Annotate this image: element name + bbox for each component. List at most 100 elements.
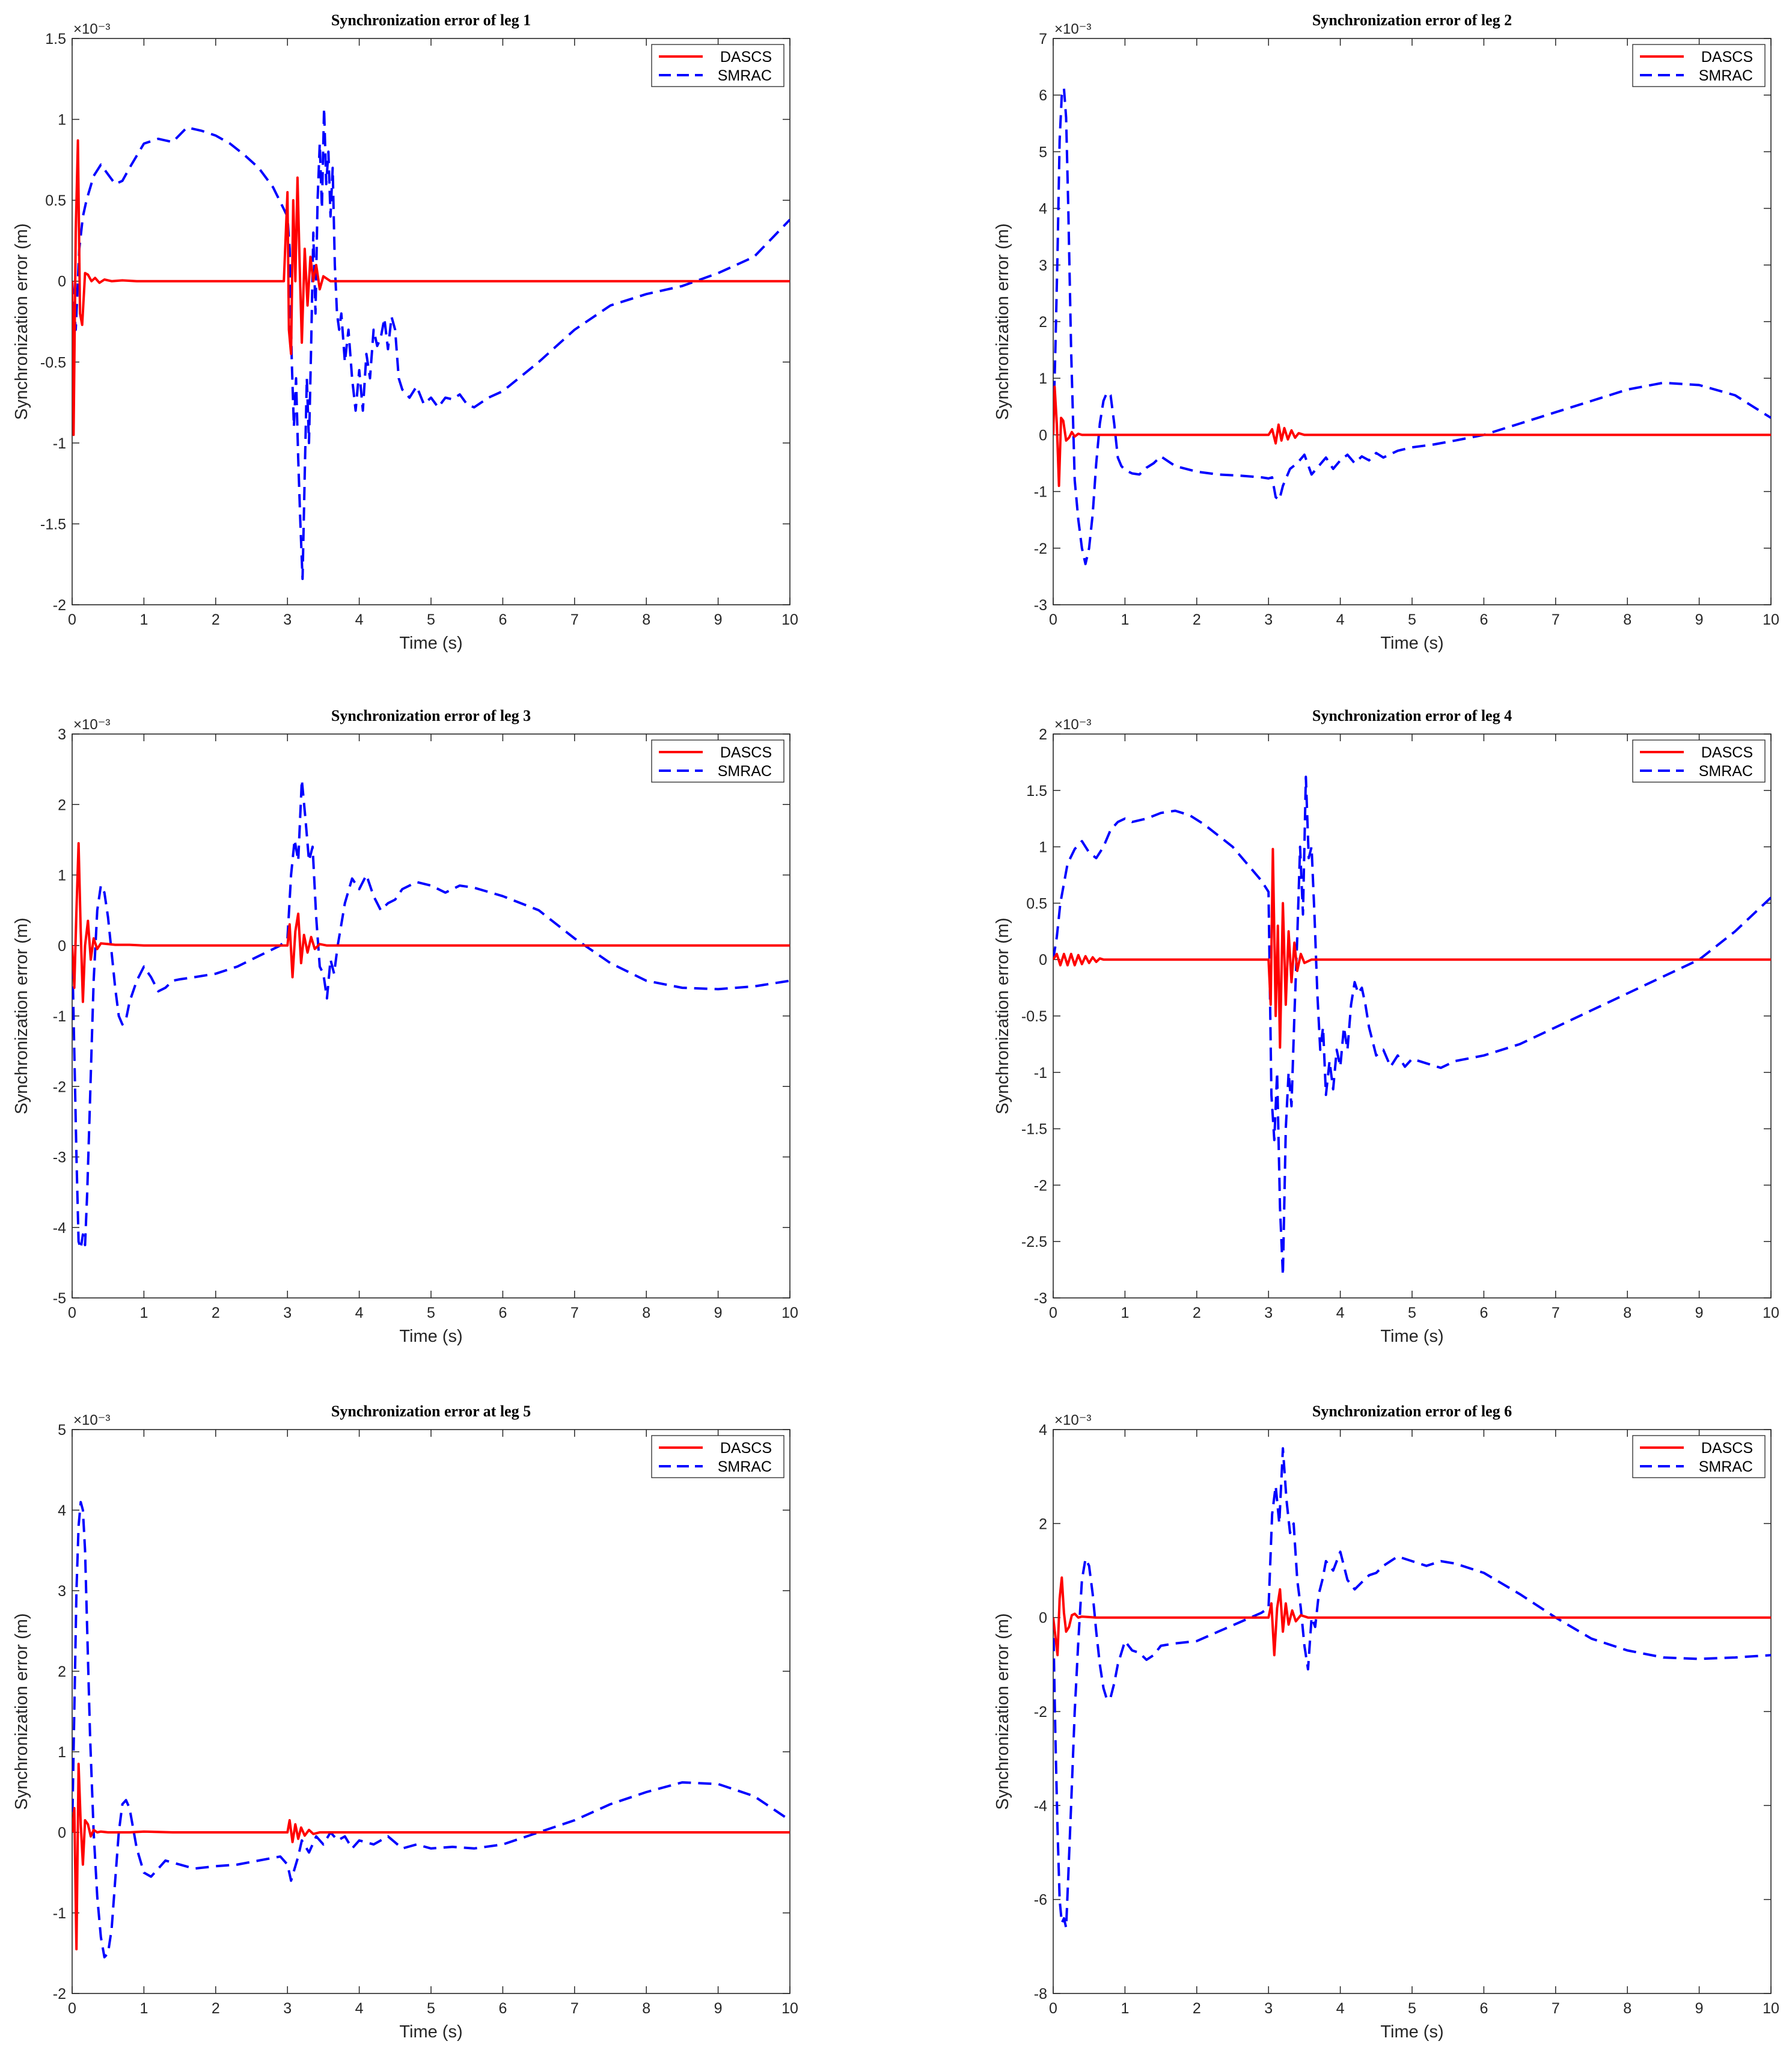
x-tick-label: 9	[714, 2000, 723, 2017]
y-axis-label: Synchronization error (m)	[993, 1613, 1012, 1810]
y-exponent-label: ×10⁻³	[73, 21, 110, 37]
series-line-smrac	[72, 1501, 790, 1959]
y-tick-label: 0	[1039, 427, 1047, 444]
y-tick-label: 0.5	[45, 192, 66, 209]
axes-box	[1053, 1429, 1772, 1994]
y-tick-label: -1	[53, 435, 66, 452]
y-tick-label: 4	[1039, 201, 1047, 218]
y-tick-label: 2	[1039, 726, 1047, 743]
y-tick-label: 2	[58, 1663, 66, 1680]
legend-box	[651, 1435, 784, 1478]
subplot-3: 0 1 2 3 4 5 6 7 8 9 10 -5 -4 -3 -2 -1 0 1 2 3 ×10⁻³ Synchroni…	[12, 707, 798, 1346]
x-tick-label: 8	[642, 611, 650, 628]
y-tick-label: 4	[58, 1502, 66, 1519]
legend-label-smrac: SMRAC	[718, 763, 772, 780]
x-tick-label: 2	[212, 611, 220, 628]
legend-box	[1632, 739, 1766, 783]
y-axis-label: Synchronization error (m)	[993, 223, 1012, 420]
x-tick-label: 4	[355, 1305, 364, 1321]
x-tick-label: 6	[1479, 611, 1488, 628]
y-tick-label: 4	[1039, 1422, 1047, 1439]
x-tick-label: 10	[1763, 611, 1779, 628]
x-tick-label: 6	[1479, 2000, 1488, 2017]
subplot-4: 0 1 2 3 4 5 6 7 8 9 10 -3 -2.5 -2 -1.5 -1 -0.5 0 0.5 1 1.5 2 ×…	[993, 707, 1779, 1346]
y-tick-label: -0.5	[1021, 1008, 1047, 1025]
x-tick-label: 8	[1623, 2000, 1631, 2017]
y-tick-label: -8	[1034, 1986, 1047, 2002]
x-axis-label: Time (s)	[399, 2022, 462, 2042]
x-tick-label: 0	[1049, 1305, 1057, 1321]
x-tick-label: 7	[570, 2000, 579, 2017]
y-tick-label: -5	[53, 1290, 66, 1307]
x-tick-label: 0	[1049, 611, 1057, 628]
legend-label-smrac: SMRAC	[718, 67, 772, 84]
legend-label-smrac: SMRAC	[1699, 1458, 1753, 1475]
axes-box	[1053, 38, 1772, 605]
y-tick-label: 3	[58, 1583, 66, 1600]
x-tick-label: 4	[355, 611, 364, 628]
y-tick-label: 1	[1039, 370, 1047, 387]
x-tick-label: 6	[498, 611, 507, 628]
x-tick-label: 8	[1623, 1305, 1631, 1321]
x-tick-label: 6	[1479, 1305, 1488, 1321]
y-tick-label: -3	[1034, 597, 1047, 614]
y-tick-label: -2	[1034, 1704, 1047, 1721]
series-line-dascs	[1053, 848, 1771, 1049]
legend-box	[651, 44, 784, 87]
x-tick-label: 7	[570, 1305, 579, 1321]
series-line-smrac	[1053, 1447, 1771, 1929]
axes-box	[72, 1429, 790, 1994]
x-tick-label: 5	[1408, 2000, 1416, 2017]
x-tick-label: 1	[139, 611, 148, 628]
x-tick-label: 7	[1552, 611, 1560, 628]
legend-label-dascs: DASCS	[720, 1440, 772, 1457]
x-tick-label: 10	[1763, 2000, 1779, 2017]
y-tick-label: 1.5	[45, 31, 66, 47]
x-tick-label: 8	[1623, 611, 1631, 628]
y-tick-label: 0	[58, 938, 66, 955]
x-tick-label: 3	[283, 611, 292, 628]
y-tick-label: -1	[1034, 484, 1047, 501]
y-axis-label: Synchronization error (m)	[993, 917, 1012, 1114]
x-tick-label: 7	[1552, 1305, 1560, 1321]
y-tick-label: -2	[1034, 540, 1047, 557]
x-axis-label: Time (s)	[1380, 634, 1443, 653]
y-tick-label: 3	[58, 726, 66, 743]
y-tick-label: -3	[53, 1149, 66, 1166]
series-line-dascs	[72, 1763, 790, 1951]
x-tick-label: 3	[1264, 2000, 1273, 2017]
y-tick-label: 7	[1039, 31, 1047, 47]
y-tick-label: 2	[58, 797, 66, 813]
axes-box	[72, 38, 790, 605]
chart-title: Synchronization error of leg 3	[331, 707, 531, 724]
y-tick-label: 5	[1039, 144, 1047, 161]
x-tick-label: 6	[498, 2000, 507, 2017]
series-line-dascs	[72, 842, 790, 1003]
axes-box	[1053, 733, 1772, 1299]
x-tick-label: 1	[1121, 1305, 1129, 1321]
x-tick-label: 9	[1695, 611, 1704, 628]
legend-label-dascs: DASCS	[720, 744, 772, 761]
y-tick-label: -0.5	[40, 354, 66, 371]
y-tick-label: 2	[1039, 314, 1047, 331]
x-tick-label: 8	[642, 1305, 650, 1321]
x-tick-label: 5	[1408, 1305, 1416, 1321]
subplot-2: 0 1 2 3 4 5 6 7 8 9 10 -3 -2 -1 0 1 2 3 4 5 6 7 ×10⁻³ Synchroni…	[993, 11, 1779, 653]
x-tick-label: 7	[1552, 2000, 1560, 2017]
x-axis-label: Time (s)	[1380, 2022, 1443, 2042]
legend-label-smrac: SMRAC	[718, 1458, 772, 1475]
y-axis-label: Synchronization error (m)	[12, 223, 31, 420]
x-tick-label: 7	[570, 611, 579, 628]
y-tick-label: -2	[53, 1078, 66, 1095]
x-tick-label: 5	[427, 2000, 435, 2017]
series-line-smrac	[72, 779, 790, 1250]
y-tick-label: -2	[53, 597, 66, 614]
y-tick-label: -3	[1034, 1290, 1047, 1307]
legend-label-dascs: DASCS	[1701, 744, 1753, 761]
x-tick-label: 9	[714, 611, 723, 628]
y-tick-label: 1	[58, 867, 66, 884]
x-tick-label: 4	[355, 2000, 364, 2017]
x-tick-label: 9	[1695, 2000, 1704, 2017]
series-line-smrac	[1053, 776, 1771, 1277]
